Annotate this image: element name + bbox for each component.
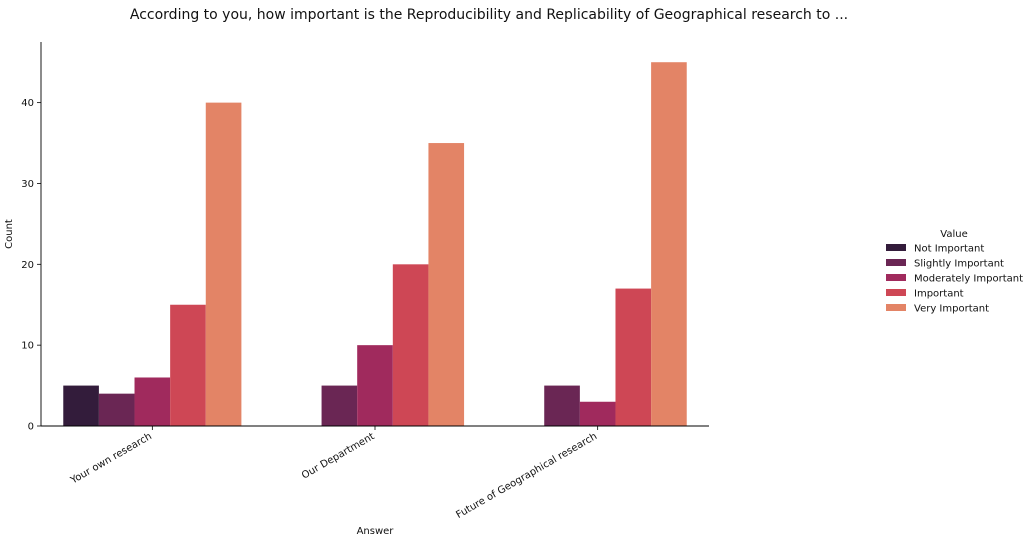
- legend-item: Moderately Important: [886, 274, 1023, 285]
- legend-items: Not Important Slightly Important Moderatel…: [886, 244, 1023, 315]
- bar: [428, 143, 465, 427]
- y-axis-label: Count: [4, 219, 15, 249]
- legend-item: Not Important: [886, 244, 984, 255]
- legend-swatch: [886, 304, 906, 311]
- legend-swatch: [886, 259, 906, 266]
- y-tick-label: 20: [21, 260, 34, 271]
- y-tick-label: 10: [21, 341, 34, 352]
- y-tick-label: 40: [21, 98, 34, 109]
- bar: [63, 385, 99, 426]
- bar: [544, 385, 580, 426]
- bar: [134, 377, 171, 426]
- legend-swatch: [886, 244, 906, 251]
- x-ticks: Your own research Our Department Future of…: [68, 426, 599, 521]
- y-ticks: 0 10 20 30 40: [21, 98, 41, 433]
- legend-label: Moderately Important: [914, 274, 1023, 285]
- x-axis-label: Answer: [357, 526, 395, 537]
- legend-title: Value: [940, 229, 967, 240]
- legend-label: Not Important: [914, 244, 984, 255]
- x-tick-label: Your own research: [68, 431, 154, 487]
- legend-label: Slightly Important: [914, 259, 1004, 270]
- bars-layer: [63, 62, 687, 427]
- legend-item: Slightly Important: [886, 259, 1004, 270]
- plot-area: 0 10 20 30 40 Your own research Our Departmen…: [21, 42, 709, 521]
- chart-title: According to you, how important is the R…: [130, 7, 848, 23]
- y-tick-label: 0: [28, 422, 34, 433]
- bar: [98, 393, 135, 426]
- y-tick-label: 30: [21, 179, 34, 190]
- legend: Value Not Important Slightly Important Mod…: [886, 229, 1023, 315]
- bar: [392, 264, 429, 426]
- bar: [615, 288, 652, 426]
- bar: [357, 345, 393, 426]
- bar: [321, 385, 358, 426]
- legend-swatch: [886, 274, 906, 281]
- bar: [205, 102, 242, 426]
- bar: [170, 304, 206, 426]
- x-tick-label: Our Department: [300, 431, 377, 482]
- x-tick-label: Future of Geographical research: [454, 431, 599, 521]
- legend-item: Very Important: [886, 304, 989, 315]
- bar: [579, 401, 616, 426]
- legend-label: Very Important: [914, 304, 989, 315]
- bar: [651, 62, 687, 427]
- legend-swatch: [886, 289, 906, 296]
- legend-label: Important: [914, 289, 964, 300]
- legend-item: Important: [886, 289, 964, 300]
